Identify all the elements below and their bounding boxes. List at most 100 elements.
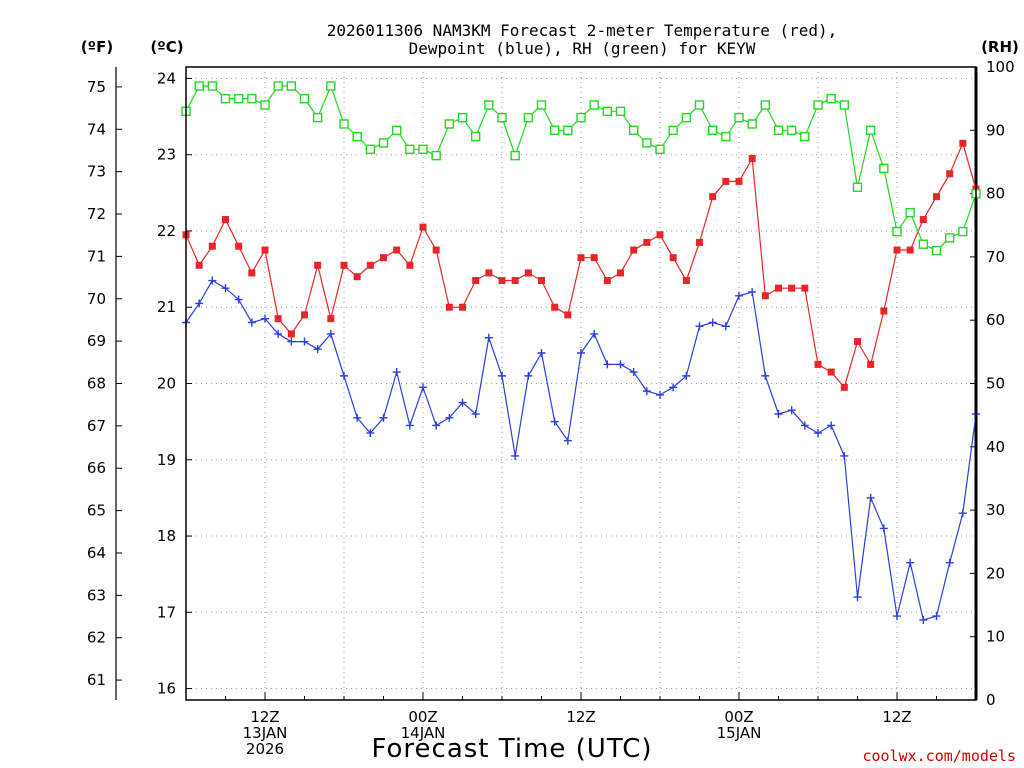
site-credit: coolwx.com/models <box>862 747 1016 765</box>
data-point-marker <box>498 371 506 380</box>
data-point-marker <box>274 329 283 338</box>
data-point-marker <box>879 163 889 173</box>
data-point-marker <box>761 292 769 300</box>
data-point-marker <box>247 93 257 104</box>
data-point-marker <box>222 216 229 224</box>
data-point-marker <box>669 383 678 392</box>
series-2 <box>182 276 980 624</box>
data-point-marker <box>773 125 784 136</box>
fahrenheit-tick-label: 66 <box>87 459 106 477</box>
data-point-marker <box>366 429 375 438</box>
data-point-marker <box>933 193 940 201</box>
celsius-tick-label: 24 <box>157 69 176 87</box>
data-point-marker <box>313 345 322 354</box>
data-point-marker <box>470 131 481 142</box>
data-point-marker <box>866 493 875 502</box>
data-point-marker <box>326 329 335 338</box>
data-point-marker <box>932 612 941 621</box>
data-point-marker <box>576 112 586 123</box>
rh-tick-label: 40 <box>986 438 1005 456</box>
data-point-marker <box>353 273 361 281</box>
data-point-marker <box>827 368 835 376</box>
fahrenheit-tick-label: 64 <box>87 544 106 562</box>
data-point-marker <box>301 311 308 319</box>
data-point-marker <box>761 371 770 380</box>
data-point-marker <box>235 242 243 250</box>
data-point-marker <box>760 100 771 110</box>
data-point-marker <box>696 238 703 246</box>
celsius-tick-label: 17 <box>157 603 176 621</box>
data-point-marker <box>603 360 612 369</box>
data-point-marker <box>393 246 401 254</box>
data-point-marker <box>839 100 850 110</box>
celsius-tick-label: 19 <box>157 451 176 469</box>
data-point-marker <box>628 125 639 136</box>
data-point-marker <box>286 81 297 91</box>
rh-tick-label: 90 <box>986 121 1005 139</box>
data-point-marker <box>340 261 348 269</box>
celsius-tick-label: 20 <box>157 375 176 393</box>
data-point-marker <box>537 348 546 357</box>
data-point-marker <box>893 246 901 254</box>
data-point-marker <box>274 315 282 323</box>
chart-title-line-1: 2026011306 NAM3KM Forecast 2-meter Tempe… <box>327 21 838 40</box>
data-point-marker <box>814 360 822 368</box>
rh-tick-label: 30 <box>986 501 1005 519</box>
celsius-tick-label: 16 <box>157 680 176 698</box>
data-point-marker <box>471 410 480 419</box>
data-point-marker <box>472 277 480 285</box>
celsius-tick-label: 22 <box>157 222 176 240</box>
data-point-marker <box>208 276 217 285</box>
x-tick-label: 00Z <box>408 708 437 726</box>
data-point-marker <box>748 155 756 163</box>
data-point-marker <box>550 417 559 426</box>
data-point-marker <box>707 125 718 136</box>
data-point-marker <box>564 311 572 319</box>
data-point-marker <box>865 125 876 136</box>
axes: 61 62 63 64 65 66 67 68 69 70 71 72 73 74 75 16 17 18 19 20… <box>87 58 1015 758</box>
data-point-marker <box>931 245 942 256</box>
data-point-marker <box>642 387 651 396</box>
rh-tick-label: 20 <box>986 564 1005 582</box>
rh-tick-label: 50 <box>986 375 1005 393</box>
data-point-marker <box>709 193 717 201</box>
x-tick-label: 2026 <box>246 740 284 758</box>
data-point-marker <box>247 318 256 327</box>
data-point-marker <box>524 371 533 380</box>
x-tick-label: 00Z <box>724 708 753 726</box>
data-point-marker <box>326 81 336 91</box>
data-point-marker <box>287 330 295 338</box>
data-point-marker <box>366 261 374 269</box>
data-point-marker <box>694 100 705 110</box>
data-point-marker <box>602 106 613 117</box>
data-point-marker <box>669 254 677 262</box>
data-point-marker <box>656 231 664 239</box>
data-point-marker <box>826 93 836 104</box>
x-tick-label: 13JAN <box>243 724 288 742</box>
data-point-marker <box>655 144 665 154</box>
data-point-marker <box>419 383 427 392</box>
data-point-marker <box>419 223 427 231</box>
data-point-marker <box>418 144 428 154</box>
data-point-marker <box>220 93 231 104</box>
fahrenheit-tick-label: 72 <box>87 205 106 223</box>
data-point-marker <box>340 371 348 380</box>
rh-tick-label: 80 <box>986 185 1005 203</box>
data-point-marker <box>497 112 507 123</box>
data-point-marker <box>379 413 388 422</box>
data-point-marker <box>405 421 414 430</box>
data-point-marker <box>380 254 387 262</box>
data-point-marker <box>747 119 757 129</box>
fahrenheit-tick-label: 74 <box>87 120 106 138</box>
data-point-marker <box>287 337 296 346</box>
data-point-marker <box>511 277 519 285</box>
data-point-marker <box>616 360 625 369</box>
x-tick-label: 15JAN <box>717 724 762 742</box>
data-point-marker <box>840 451 849 460</box>
data-point-marker <box>233 93 244 104</box>
data-point-marker <box>221 284 230 293</box>
data-point-marker <box>444 119 455 129</box>
data-point-marker <box>867 360 875 368</box>
data-point-marker <box>551 303 559 311</box>
data-point-marker <box>445 303 453 311</box>
